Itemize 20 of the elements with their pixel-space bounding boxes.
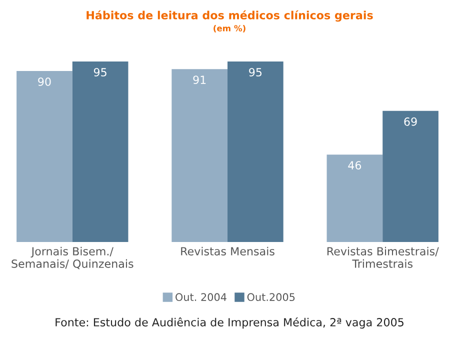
data-label: 91 (193, 76, 206, 84)
bar (228, 62, 284, 242)
legend-label: Out.2005 (247, 293, 295, 302)
x-tick-label: Revistas Bimestrais/ Trimestrais (327, 246, 439, 268)
data-label: 95 (94, 68, 106, 76)
chart-subtitle: (em %) (214, 24, 246, 32)
source-note: Fonte: Estudo de Audiência de Imprensa Médica, 2ª vaga 2005 (56, 317, 404, 329)
bar (16, 71, 72, 242)
data-label: 95 (249, 68, 262, 76)
x-tick-label: Revistas Mensais (181, 246, 274, 256)
x-tick-label: Jornais Bisem./ Semanais/ Quinzenais (12, 246, 134, 270)
chart-title: Hábitos de leitura dos médicos clínicos gerais (86, 10, 373, 22)
legend-label: Out. 2004 (176, 293, 226, 302)
data-label: 69 (404, 117, 417, 126)
bar (72, 62, 128, 242)
bar (172, 69, 228, 242)
bar (326, 154, 383, 242)
bar (382, 110, 438, 242)
data-label: 46 (348, 161, 362, 170)
data-label: 90 (38, 78, 51, 86)
